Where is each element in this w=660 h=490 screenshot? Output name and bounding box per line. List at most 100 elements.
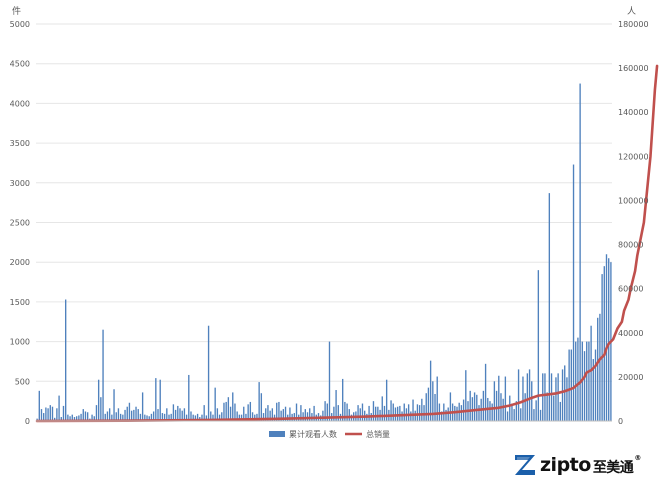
bar [416, 404, 419, 421]
brand-name-cn: 至美通 [592, 459, 634, 476]
bar [221, 412, 223, 421]
bar [368, 405, 370, 421]
bar [225, 401, 227, 421]
bar [172, 404, 175, 421]
bar [260, 393, 263, 421]
bar [240, 414, 243, 421]
bar [185, 414, 188, 421]
bar [381, 396, 383, 421]
bar [522, 376, 524, 421]
bar [91, 414, 93, 421]
bar [51, 406, 54, 421]
y-left-tick-label: 500 [15, 377, 30, 386]
bar [544, 373, 546, 421]
y-left-tick-label: 4500 [10, 60, 30, 69]
bar [346, 403, 348, 421]
bar [460, 405, 463, 421]
bar [205, 415, 208, 421]
bar [163, 413, 166, 421]
y-right-tick-label: 120000 [618, 152, 649, 161]
bar [572, 164, 575, 422]
bar [509, 395, 511, 421]
bar [161, 413, 164, 421]
bar [196, 413, 199, 421]
bar [106, 411, 109, 421]
bar [333, 406, 335, 421]
y-left-tick-label: 2000 [10, 258, 30, 267]
bar [117, 408, 120, 421]
y-right-tick-label: 160000 [618, 64, 649, 73]
bar [75, 416, 78, 421]
bar [427, 387, 430, 421]
brand-logo: zipto 至美通 ® [513, 452, 641, 478]
bar [293, 413, 295, 421]
bar [348, 409, 350, 421]
bar [359, 408, 361, 421]
brand-name: zipto [540, 453, 591, 476]
bar [135, 406, 137, 421]
bar [111, 414, 113, 421]
bar [539, 409, 542, 421]
bar [568, 349, 570, 421]
bar [557, 373, 559, 421]
bar [601, 274, 603, 421]
bar [133, 409, 135, 421]
bar [201, 414, 203, 421]
bar [137, 409, 139, 421]
bar [306, 412, 309, 421]
bar [440, 411, 443, 421]
bar [124, 409, 126, 421]
bar [119, 413, 122, 421]
bar [152, 411, 155, 421]
bar [586, 341, 588, 421]
bar [115, 412, 117, 421]
bar [247, 404, 249, 421]
bar [504, 376, 507, 421]
bar [84, 411, 87, 421]
bar [223, 402, 225, 421]
bar [377, 406, 379, 421]
bar [456, 406, 458, 421]
legend-label-line: 总销量 [366, 429, 390, 439]
bar [122, 414, 124, 421]
bar [82, 409, 84, 421]
bar [62, 405, 65, 421]
bar [183, 408, 186, 421]
bar [533, 409, 535, 421]
bar [399, 405, 401, 421]
bar [335, 390, 337, 421]
bar [372, 401, 375, 421]
bar [177, 405, 179, 421]
bar [267, 405, 269, 421]
bar [597, 317, 599, 421]
bar [166, 408, 168, 421]
bar [45, 407, 47, 421]
bar [58, 395, 60, 421]
bar [425, 393, 427, 421]
y-left-tick-label: 1000 [10, 338, 30, 347]
bar [146, 415, 148, 421]
bar [506, 411, 509, 421]
bar [313, 405, 315, 421]
bar [47, 408, 49, 421]
bar [447, 407, 449, 421]
y-left-tick-label: 3000 [10, 179, 30, 188]
y-right-tick-label: 80000 [618, 241, 643, 250]
bar [390, 400, 392, 421]
bar [374, 406, 377, 421]
bar [520, 408, 522, 421]
bar [168, 414, 170, 421]
bar [188, 374, 190, 421]
y-right-tick-label: 140000 [618, 108, 649, 117]
bar [212, 414, 214, 421]
bar [489, 401, 491, 421]
bar [174, 409, 177, 421]
bar [238, 414, 241, 421]
bar [531, 381, 533, 421]
bar [60, 417, 62, 421]
bar [570, 349, 573, 421]
bar [192, 414, 194, 421]
bar [254, 414, 256, 421]
bar [104, 413, 106, 421]
bar [86, 412, 89, 421]
